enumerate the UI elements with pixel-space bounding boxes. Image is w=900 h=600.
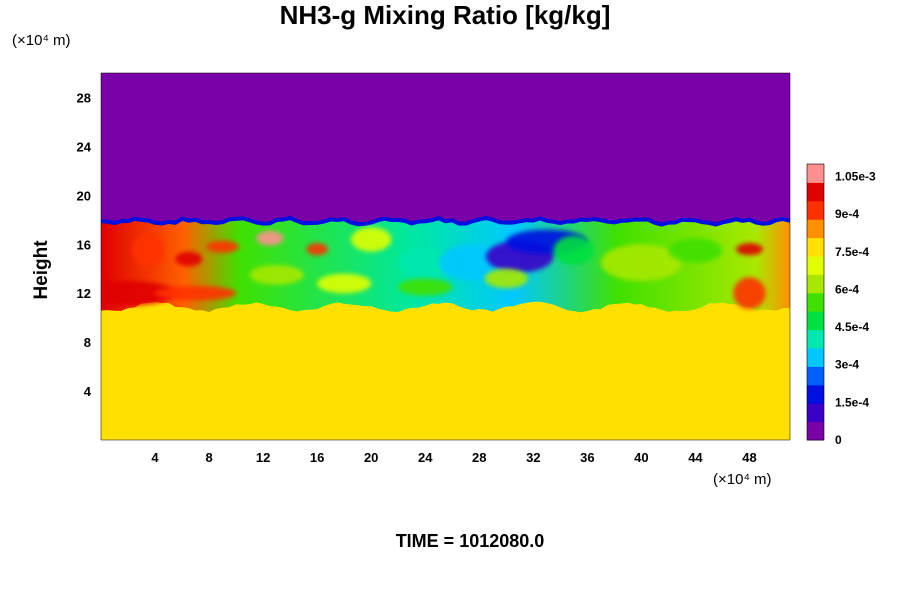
colorbar-border [806,163,825,441]
turbulence-patch [155,285,237,301]
colorbar-tick-label: 3e-4 [835,358,859,372]
lower-layer-region [101,301,790,440]
x-tick-label: 28 [472,450,486,465]
turbulence-patch [735,243,763,256]
colorbar-band [807,237,824,257]
turbulence-patch [132,233,165,268]
plot-border [100,72,791,441]
colorbar-tick-label: 9e-4 [835,207,859,221]
turbulence-patch [317,273,372,294]
colorbar-band [807,311,824,331]
x-axis-unit-label: (×10⁴ m) [713,471,772,488]
turbulence-patch [484,268,528,289]
colorbar-tick-label: 6e-4 [835,282,859,296]
y-tick-label: 8 [84,335,91,350]
turbulence-patch [206,240,239,253]
turbulence-patch [398,278,453,296]
turbulence-patch [398,247,453,278]
turbulence-patch [600,244,682,281]
time-label: TIME = 1012080.0 [395,531,545,551]
y-tick-label: 16 [77,237,91,252]
heatmap-field [101,73,790,440]
y-tick-label: 4 [84,384,92,399]
colorbar-tick-label: 7.5e-4 [835,245,869,259]
plot-frame [100,72,791,441]
colorbar-band [807,292,824,312]
turbulence-patch [256,230,284,246]
x-tick-label: 48 [742,450,756,465]
colorbar-tick-label: 1.05e-3 [835,170,876,184]
x-tick-label: 12 [256,450,270,465]
turbulence-patch [306,243,328,256]
x-tick-label: 40 [634,450,648,465]
colorbar-band [807,421,824,441]
x-tick-label: 44 [688,450,703,465]
turbulence-patch [101,280,176,306]
colorbar-band [807,329,824,349]
turbulence-patch [350,227,392,252]
colorbar-band [807,274,824,294]
x-tick-label: 20 [364,450,378,465]
colorbar-tick-label: 1.5e-4 [835,395,869,409]
colorbar-band [807,256,824,275]
colorbar: 0 1.5e-4 3e-4 4.5e-4 6e-4 7.5e-4 9e-4 1.05e-3 [806,163,876,447]
x-tick-label: 16 [310,450,324,465]
colorbar-band [807,164,824,183]
turbulence-patch [668,238,723,263]
y-tick-label: 28 [77,90,91,105]
turbulence-patch [553,235,595,266]
x-tick-label: 32 [526,450,540,465]
y-axis: 4 8 12 16 20 24 28 [77,90,92,399]
colorbar-band [807,200,824,220]
colorbar-band [807,348,824,367]
turbulence-patch [175,251,203,267]
colorbar-band [807,403,824,423]
mixed-layer-top-edge [101,215,790,227]
colorbar-tick-label: 0 [835,433,842,447]
x-tick-label: 24 [418,450,433,465]
y-tick-label: 12 [77,286,91,301]
upper-layer-region [101,73,790,226]
y-axis-unit-label: (×10⁴ m) [12,32,71,49]
x-axis: 4 8 12 16 20 24 28 32 36 40 44 48 [151,450,756,465]
x-tick-label: 8 [205,450,212,465]
chart-title: NH3-g Mixing Ratio [kg/kg] [279,0,611,30]
colorbar-band [807,384,824,404]
turbulence-patch [733,277,766,310]
colorbar-band [807,182,824,202]
y-tick-label: 20 [77,188,91,203]
turbulence-patch [249,265,304,285]
x-tick-label: 4 [151,450,159,465]
colorbar-band [807,366,824,386]
colorbar-band [807,219,824,239]
colorbar-tick-label: 4.5e-4 [835,320,869,334]
x-tick-label: 36 [580,450,594,465]
y-tick-label: 24 [77,139,92,154]
